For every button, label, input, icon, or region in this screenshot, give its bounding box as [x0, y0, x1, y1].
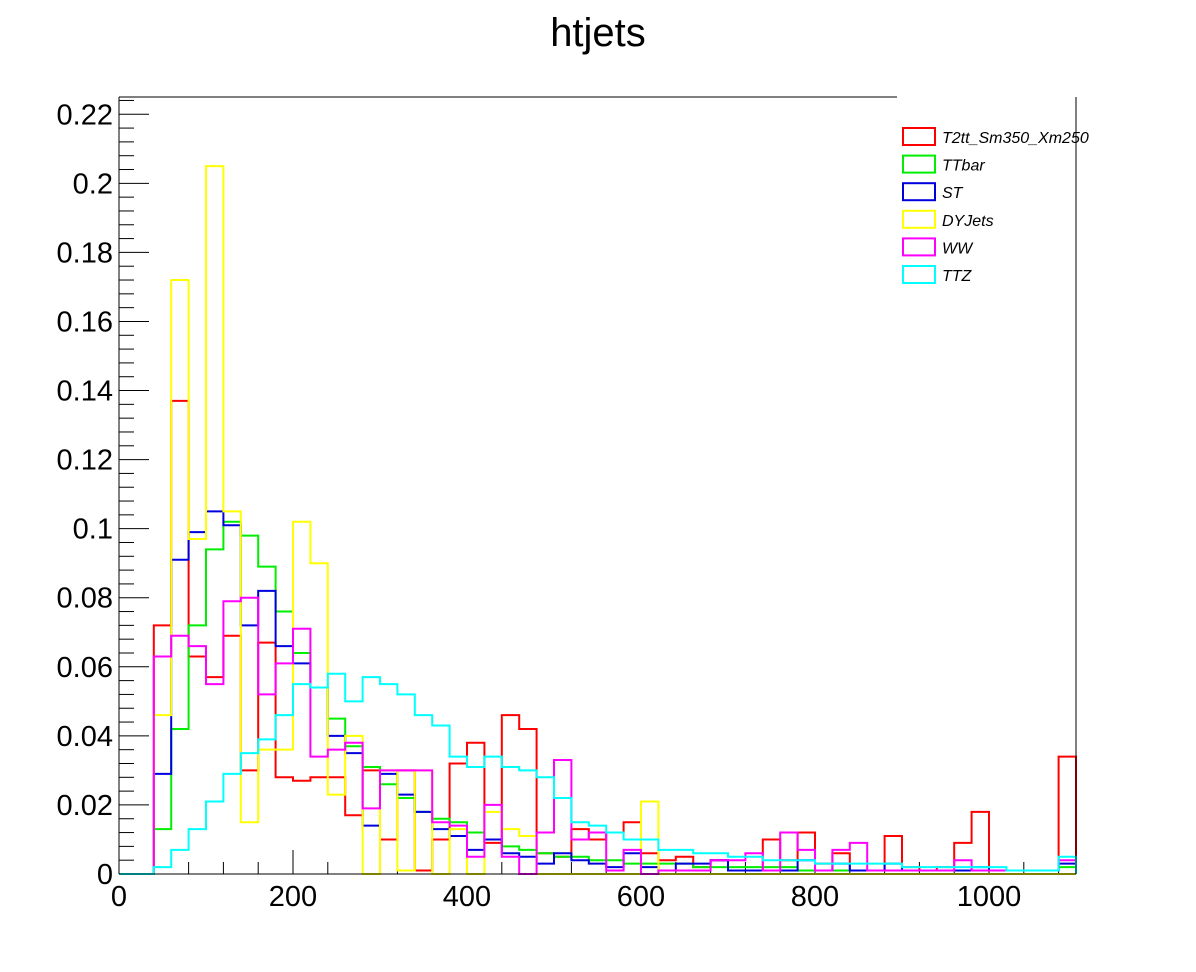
legend-swatch [902, 127, 936, 146]
y-tick-label: 0.14 [57, 376, 113, 408]
x-tick-label: 0 [111, 881, 127, 913]
x-tick-label: 400 [443, 881, 491, 913]
y-tick-label: 0.06 [57, 652, 113, 684]
legend-label: DYJets [942, 213, 994, 230]
y-tick-label: 0.2 [73, 168, 113, 200]
legend-swatch [902, 209, 936, 229]
plot-frame [118, 96, 1077, 875]
series-ww [119, 596, 1077, 875]
y-tick-label: 0.12 [57, 445, 113, 477]
chart-title: htjets [550, 11, 646, 55]
y-tick-label: 0.16 [57, 306, 113, 338]
y-tick-label: 0.04 [57, 721, 113, 753]
y-tick-label: 0.1 [73, 514, 113, 546]
x-tick-label: 200 [269, 881, 317, 913]
y-tick-label: 0.02 [57, 790, 113, 822]
legend: T2tt_Sm350_Xm250 TTbar ST DYJets WW TTZ [902, 127, 1089, 285]
series-ttz [119, 672, 1077, 875]
x-tick-label: 800 [791, 881, 839, 913]
legend-swatch [902, 154, 936, 174]
tick-labels: 0 0.02 0.04 0.06 0.08 0.1 0.12 0.14 0.16 0.18 0.2 0… [57, 99, 1022, 913]
y-tick-label: 0.18 [57, 237, 113, 269]
y-tick-label: 0 [97, 859, 113, 891]
legend-swatch [902, 237, 936, 257]
y-tick-label: 0.22 [57, 99, 113, 131]
legend-swatch [902, 265, 936, 284]
series-st [119, 510, 1077, 875]
x-tick-label: 600 [617, 881, 665, 913]
y-tick-label: 0.08 [57, 583, 113, 615]
legend-label: TTZ [942, 268, 973, 285]
legend-swatch [902, 182, 936, 202]
legend-label: T2tt_Sm350_Xm250 [942, 130, 1089, 147]
legend-label: WW [942, 240, 974, 257]
legend-label: ST [942, 185, 964, 202]
legend-label: TTbar [942, 158, 985, 175]
x-tick-label: 1000 [957, 881, 1022, 913]
